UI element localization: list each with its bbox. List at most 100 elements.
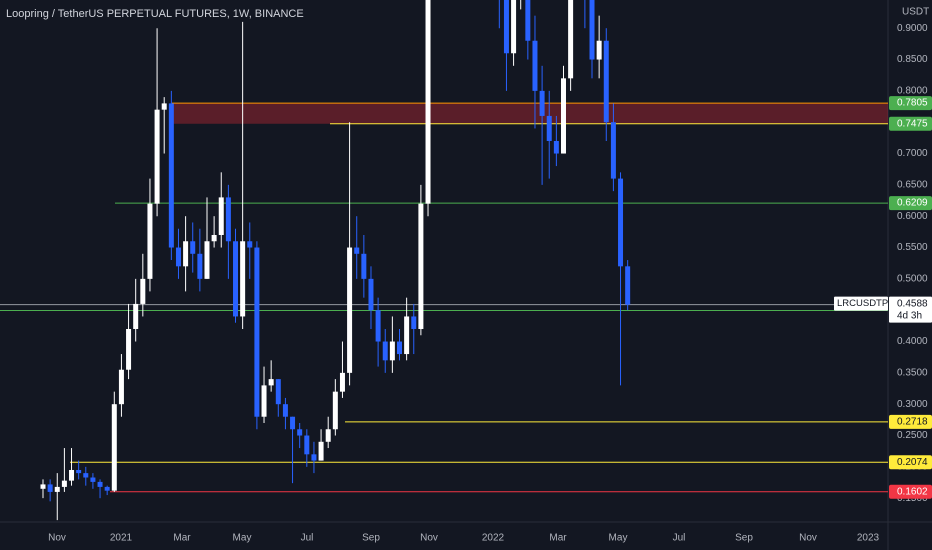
candle-body	[168, 103, 174, 248]
candle-body	[290, 416, 296, 430]
candle-body	[397, 341, 402, 355]
candle-body	[118, 369, 124, 405]
candle-body	[311, 454, 317, 461]
candle-body	[97, 481, 103, 487]
candle-body	[553, 140, 559, 154]
candle-body	[147, 203, 153, 279]
countdown-label: 4d 3h	[897, 310, 922, 321]
x-tick-label: Sep	[735, 533, 753, 544]
candle-body	[76, 469, 82, 474]
level-label-bg	[889, 96, 932, 111]
chart-title: Loopring / TetherUS PERPETUAL FUTURES, 1…	[6, 8, 304, 20]
x-tick-label: Jul	[301, 533, 314, 544]
y-unit: USDT	[902, 7, 929, 18]
last-price-label: 0.4588	[897, 298, 928, 309]
candle-body	[539, 90, 545, 116]
y-tick-label: 0.4000	[897, 336, 928, 347]
x-tick-label: 2021	[110, 533, 133, 544]
x-tick-label: Mar	[549, 533, 567, 544]
candle-body	[69, 469, 75, 481]
level-label: 0.2074	[897, 457, 928, 468]
level-label: 0.2718	[897, 417, 928, 428]
x-tick-label: Jul	[673, 533, 686, 544]
axes: 0.9000 0.8500 0.8000 0.7000 0.6500 0.6000 0.55…	[48, 23, 932, 544]
symbol-label: LRCUSDTPERP	[837, 298, 908, 309]
candle-body	[347, 247, 353, 373]
candle-body	[261, 385, 267, 417]
candle-body	[304, 435, 310, 455]
candle-body	[275, 379, 281, 405]
candle-body	[133, 303, 139, 329]
candle-body	[140, 278, 146, 304]
y-tick-label: 0.6500	[897, 180, 928, 191]
x-tick-label: Nov	[420, 533, 438, 544]
candle-body	[197, 253, 203, 279]
candle-body	[375, 310, 381, 342]
candle-body	[225, 197, 231, 242]
level-label: 0.7475	[897, 118, 928, 129]
y-tick-label: 0.5000	[897, 274, 928, 285]
zone	[172, 103, 888, 124]
level-label-bg	[889, 196, 932, 211]
candle-body	[90, 477, 96, 482]
candle-body	[596, 40, 602, 60]
level-label-bg	[889, 455, 932, 470]
plot-area	[0, 0, 888, 521]
y-tick-label: 0.5500	[897, 242, 928, 253]
candle-body	[503, 0, 509, 54]
candle-body	[211, 234, 217, 242]
candle-body	[40, 484, 46, 489]
candle-body	[525, 0, 531, 41]
candle-body	[568, 0, 574, 79]
candle-body	[418, 203, 424, 329]
last-price-bg	[889, 296, 932, 323]
candle-body	[511, 0, 517, 54]
level-label-bg	[889, 414, 932, 429]
y-tick-label: 0.9000	[897, 23, 928, 34]
candle-body	[161, 103, 167, 110]
candle-body	[589, 0, 595, 60]
level-label: 0.7805	[897, 98, 928, 109]
candle-body	[111, 404, 117, 491]
y-tick-label: 0.8500	[897, 54, 928, 65]
y-tick-label: 0.7000	[897, 148, 928, 159]
candle-body	[325, 429, 331, 442]
candle-body	[625, 266, 631, 305]
level-label: 0.6209	[897, 198, 928, 209]
candle-body	[247, 241, 253, 248]
y-tick-label: 0.6000	[897, 211, 928, 222]
candle-body	[240, 241, 246, 317]
x-tick-label: 2023	[857, 533, 880, 544]
level-label: 0.1602	[897, 486, 928, 497]
candle-body	[154, 109, 160, 204]
x-tick-label: Mar	[173, 533, 191, 544]
candle-body	[546, 115, 552, 141]
candle-body	[268, 379, 274, 386]
y-tick-label: 0.3000	[897, 399, 928, 410]
candle-body	[610, 122, 616, 179]
candle-body	[318, 441, 324, 461]
candle-body	[83, 473, 89, 478]
candle-body	[532, 40, 538, 91]
x-tick-label: May	[233, 533, 252, 544]
candle-body	[404, 316, 410, 355]
candle-body	[332, 391, 338, 430]
candle-body	[218, 197, 224, 235]
symbol-label-bg	[834, 296, 888, 311]
candle-body	[382, 341, 388, 361]
candle-body	[368, 278, 374, 311]
candle-body	[104, 486, 110, 491]
candle-body	[61, 480, 67, 487]
candle-body	[339, 372, 345, 392]
candle-body	[204, 241, 210, 279]
y-tick-label: 0.2500	[897, 430, 928, 441]
x-tick-label: May	[609, 533, 628, 544]
y-tick-label: 0.8000	[897, 86, 928, 97]
candle-body	[233, 241, 239, 317]
candle-body	[282, 404, 288, 417]
candle-body	[389, 341, 395, 361]
candle-body	[183, 241, 189, 267]
candle-body	[190, 241, 196, 254]
